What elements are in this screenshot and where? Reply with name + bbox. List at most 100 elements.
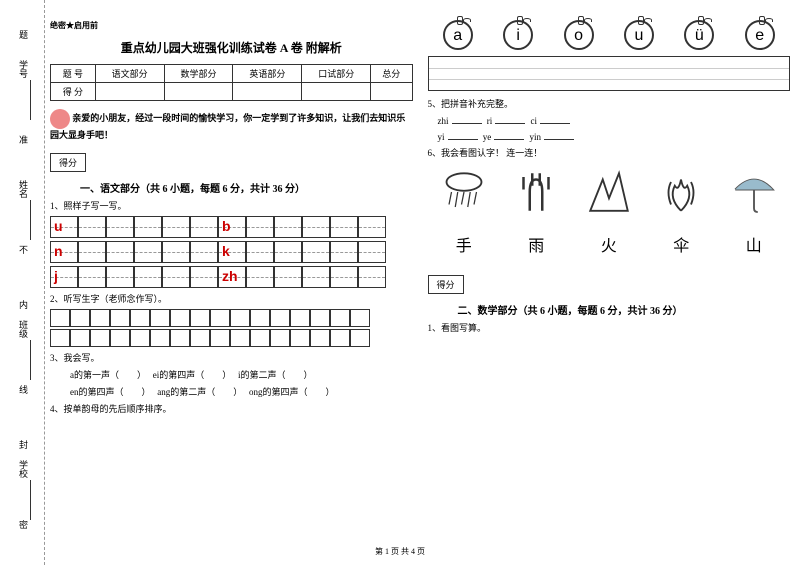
pinyin-cell bbox=[106, 241, 134, 263]
intro-content: 亲爱的小朋友，经过一段时间的愉快学习，你一定学到了许多知识，让我们去知识乐园大显… bbox=[50, 113, 405, 140]
mountain-icon bbox=[584, 167, 634, 217]
intro-text: 亲爱的小朋友，经过一段时间的愉快学习，你一定学到了许多知识，让我们去知识乐园大显… bbox=[50, 109, 413, 143]
q5-item: yi bbox=[438, 132, 445, 142]
section-chinese: 一、语文部分（共 6 小题，每题 6 分，共计 36 分） bbox=[80, 180, 413, 195]
pinyin-cell: n bbox=[50, 241, 78, 263]
margin-mark: 封 bbox=[17, 440, 30, 449]
question-6: 6、我会看图认字！ 连一连！ bbox=[428, 146, 791, 159]
fill-blank bbox=[495, 114, 525, 124]
pinyin-cell bbox=[246, 266, 274, 288]
write-cell bbox=[130, 329, 150, 347]
q5-row2: yi ye yin bbox=[428, 130, 791, 142]
q5-row1: zhi ri ci bbox=[428, 114, 791, 126]
table-header: 数学部分 bbox=[164, 65, 233, 83]
writing-lines bbox=[428, 56, 791, 91]
write-cell bbox=[210, 329, 230, 347]
q3-row1: a的第一声（ ） ei的第四声（ ） i的第二声（ ） bbox=[50, 368, 413, 381]
write-cell bbox=[330, 329, 350, 347]
pinyin-cell bbox=[330, 216, 358, 238]
right-column: aiouüe 5、把拼音补充完整。 zhi ri ci yi ye yin 6、… bbox=[428, 20, 791, 419]
write-cell bbox=[350, 309, 370, 327]
q3-item: a的第一声（ ） bbox=[70, 370, 146, 380]
score-table: 题 号 语文部分 数学部分 英语部分 口试部分 总分 得 分 bbox=[50, 64, 413, 101]
pinyin-cell: zh bbox=[218, 266, 246, 288]
pinyin-cell bbox=[78, 241, 106, 263]
write-cell bbox=[230, 329, 250, 347]
margin-line bbox=[30, 80, 31, 120]
pinyin-cell bbox=[78, 266, 106, 288]
score-box: 得分 bbox=[428, 275, 464, 294]
table-cell bbox=[95, 83, 164, 101]
pinyin-cell bbox=[274, 241, 302, 263]
child-icon bbox=[50, 109, 70, 129]
pinyin-practice-grid: ubnkjzh bbox=[50, 216, 413, 288]
apple-vowel: u bbox=[624, 20, 654, 50]
q3-item: ang的第二声（ ） bbox=[157, 387, 242, 397]
char: 伞 bbox=[673, 232, 689, 256]
write-cell bbox=[90, 309, 110, 327]
fill-blank bbox=[448, 130, 478, 140]
q5-item: ci bbox=[531, 116, 538, 126]
pinyin-cell bbox=[330, 266, 358, 288]
margin-mark: 线 bbox=[17, 385, 30, 394]
write-cell bbox=[190, 309, 210, 327]
pinyin-cell bbox=[162, 241, 190, 263]
write-cell bbox=[150, 309, 170, 327]
write-cell bbox=[50, 329, 70, 347]
q5-item: zhi bbox=[438, 116, 449, 126]
write-cell bbox=[70, 329, 90, 347]
pinyin-cell bbox=[134, 266, 162, 288]
pinyin-cell: k bbox=[218, 241, 246, 263]
pinyin-cell bbox=[274, 216, 302, 238]
table-cell bbox=[302, 83, 371, 101]
pinyin-cell bbox=[106, 216, 134, 238]
char: 手 bbox=[456, 232, 472, 256]
apple-vowel: e bbox=[745, 20, 775, 50]
pinyin-cell bbox=[330, 241, 358, 263]
margin-label: 学校 bbox=[17, 460, 30, 478]
write-cell bbox=[110, 309, 130, 327]
margin-line bbox=[30, 340, 31, 380]
rain-icon bbox=[439, 167, 489, 217]
question-3: 3、我会写。 bbox=[50, 351, 413, 364]
margin-label: 学号 bbox=[17, 60, 30, 78]
pinyin-cell bbox=[274, 266, 302, 288]
pinyin-cell bbox=[190, 216, 218, 238]
q5-item: ye bbox=[483, 132, 492, 142]
write-cell bbox=[230, 309, 250, 327]
write-cell bbox=[90, 329, 110, 347]
q3-item: ei的第四声（ ） bbox=[153, 370, 232, 380]
table-header: 题 号 bbox=[51, 65, 96, 83]
margin-mark: 题 bbox=[17, 30, 30, 39]
write-cell bbox=[50, 309, 70, 327]
write-cell bbox=[270, 329, 290, 347]
page-title: 重点幼儿园大班强化训练试卷 A 卷 附解析 bbox=[50, 39, 413, 56]
char: 雨 bbox=[528, 232, 544, 256]
table-cell bbox=[233, 83, 302, 101]
pinyin-cell bbox=[78, 216, 106, 238]
pinyin-cell bbox=[358, 216, 386, 238]
fill-blank bbox=[452, 114, 482, 124]
q3-row2: en的第四声（ ） ang的第二声（ ） ong的第四声（ ） bbox=[50, 385, 413, 398]
table-header: 总分 bbox=[371, 65, 412, 83]
write-cell bbox=[210, 309, 230, 327]
table-header: 英语部分 bbox=[233, 65, 302, 83]
math-question-1: 1、看图写算。 bbox=[428, 321, 791, 334]
char: 火 bbox=[601, 232, 617, 256]
question-2: 2、听写生字（老师念作写）。 bbox=[50, 292, 413, 305]
table-cell bbox=[371, 83, 412, 101]
margin-label: 班级 bbox=[17, 320, 30, 338]
fill-blank bbox=[540, 114, 570, 124]
write-cell bbox=[170, 309, 190, 327]
apple-vowel: i bbox=[503, 20, 533, 50]
write-cell bbox=[250, 309, 270, 327]
pinyin-cell bbox=[134, 216, 162, 238]
table-header: 口试部分 bbox=[302, 65, 371, 83]
q3-item: en的第四声（ ） bbox=[70, 387, 151, 397]
char: 山 bbox=[746, 232, 762, 256]
pinyin-cell bbox=[190, 266, 218, 288]
write-cell bbox=[170, 329, 190, 347]
pinyin-cell bbox=[246, 216, 274, 238]
q3-item: ong的第四声（ ） bbox=[249, 387, 335, 397]
write-cell bbox=[110, 329, 130, 347]
